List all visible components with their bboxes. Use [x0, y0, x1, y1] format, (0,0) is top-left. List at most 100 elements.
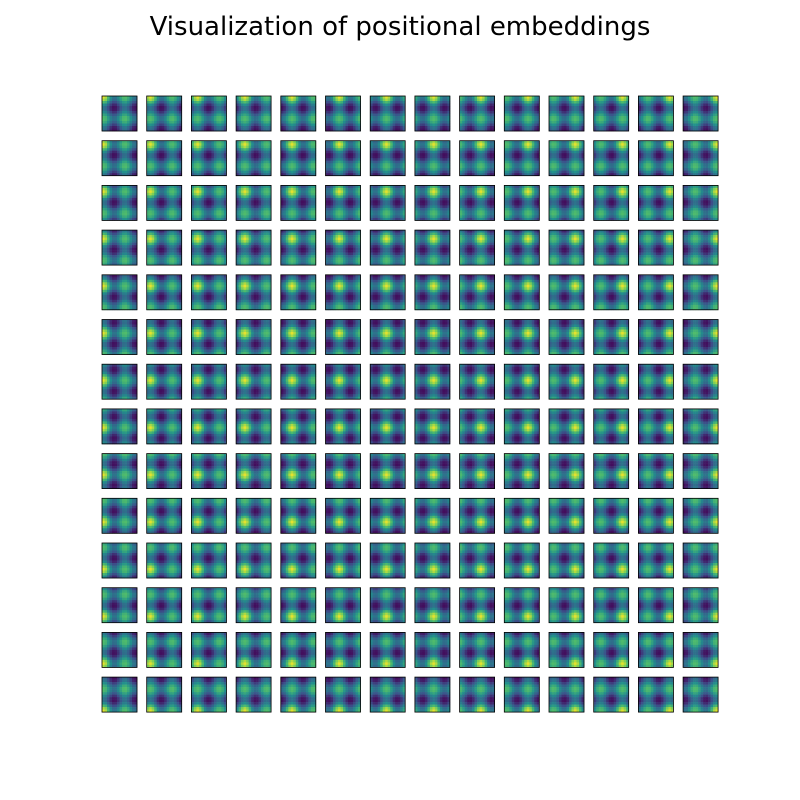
- heatmap-cell-r1-c12: [638, 140, 674, 177]
- heatmap-cell-r9-c5: [325, 497, 361, 534]
- heatmap-cell-r11-c2: [190, 587, 227, 624]
- heatmap-cell-r1-c0: [101, 140, 138, 177]
- heatmap-cell-r10-c13: [682, 542, 719, 579]
- heatmap-cell-r8-c2: [190, 453, 227, 490]
- heatmap-cell-r9-c10: [548, 497, 585, 534]
- heatmap-cell-r5-c7: [414, 319, 451, 355]
- heatmap-cell-r9-c13: [682, 497, 719, 534]
- heatmap-cell-r0-c1: [146, 95, 183, 132]
- heatmap-cell-r4-c10: [548, 274, 585, 311]
- heatmap-cell-r11-c3: [235, 587, 272, 624]
- heatmap-cell-r0-c2: [190, 95, 227, 132]
- heatmap-cell-r13-c4: [280, 676, 317, 713]
- heatmap-cell-r3-c13: [682, 229, 719, 266]
- heatmap-cell-r10-c10: [548, 542, 585, 579]
- heatmap-cell-r12-c6: [369, 632, 406, 668]
- heatmap-cell-r3-c6: [369, 229, 406, 266]
- heatmap-cell-r3-c8: [459, 229, 496, 266]
- heatmap-cell-r5-c10: [548, 319, 585, 355]
- heatmap-cell-r0-c12: [638, 95, 674, 132]
- heatmap-cell-r2-c13: [682, 184, 719, 221]
- heatmap-cell-r8-c13: [682, 453, 719, 490]
- heatmap-cell-r3-c9: [503, 229, 540, 266]
- heatmap-cell-r10-c2: [190, 542, 227, 579]
- heatmap-cell-r12-c5: [325, 632, 361, 668]
- heatmap-cell-r5-c6: [369, 319, 406, 355]
- heatmap-cell-r6-c8: [459, 363, 496, 400]
- heatmap-cell-r8-c9: [503, 453, 540, 490]
- heatmap-cell-r6-c1: [146, 363, 183, 400]
- heatmap-cell-r2-c7: [414, 184, 451, 221]
- heatmap-cell-r0-c0: [101, 95, 138, 132]
- heatmap-cell-r3-c2: [190, 229, 227, 266]
- heatmap-cell-r6-c12: [638, 363, 674, 400]
- heatmap-cell-r9-c1: [146, 497, 183, 534]
- heatmap-cell-r8-c10: [548, 453, 585, 490]
- heatmap-cell-r0-c9: [503, 95, 540, 132]
- heatmap-cell-r11-c0: [101, 587, 138, 624]
- heatmap-cell-r10-c12: [638, 542, 674, 579]
- heatmap-cell-r8-c12: [638, 453, 674, 490]
- heatmap-cell-r3-c12: [638, 229, 674, 266]
- heatmap-cell-r2-c6: [369, 184, 406, 221]
- heatmap-cell-r7-c2: [190, 408, 227, 445]
- heatmap-cell-r7-c0: [101, 408, 138, 445]
- heatmap-cell-r8-c1: [146, 453, 183, 490]
- heatmap-cell-r6-c11: [593, 363, 630, 400]
- heatmap-cell-r11-c11: [593, 587, 630, 624]
- heatmap-cell-r13-c5: [325, 676, 361, 713]
- heatmap-cell-r12-c12: [638, 632, 674, 668]
- heatmap-cell-r11-c9: [503, 587, 540, 624]
- heatmap-cell-r12-c10: [548, 632, 585, 668]
- heatmap-cell-r4-c3: [235, 274, 272, 311]
- heatmap-cell-r0-c5: [325, 95, 361, 132]
- heatmap-cell-r9-c12: [638, 497, 674, 534]
- heatmap-cell-r1-c1: [146, 140, 183, 177]
- heatmap-cell-r11-c12: [638, 587, 674, 624]
- heatmap-cell-r9-c9: [503, 497, 540, 534]
- heatmap-cell-r2-c3: [235, 184, 272, 221]
- heatmap-cell-r2-c8: [459, 184, 496, 221]
- heatmap-cell-r8-c6: [369, 453, 406, 490]
- heatmap-cell-r13-c8: [459, 676, 496, 713]
- heatmap-cell-r5-c0: [101, 319, 138, 355]
- heatmap-cell-r11-c1: [146, 587, 183, 624]
- heatmap-cell-r5-c2: [190, 319, 227, 355]
- heatmap-cell-r10-c6: [369, 542, 406, 579]
- page-title: Visualization of positional embeddings: [0, 12, 800, 42]
- heatmap-cell-r7-c1: [146, 408, 183, 445]
- heatmap-cell-r1-c11: [593, 140, 630, 177]
- heatmap-cell-r11-c5: [325, 587, 361, 624]
- heatmap-cell-r7-c11: [593, 408, 630, 445]
- heatmap-cell-r12-c2: [190, 632, 227, 668]
- heatmap-cell-r4-c6: [369, 274, 406, 311]
- heatmap-cell-r10-c9: [503, 542, 540, 579]
- heatmap-cell-r6-c6: [369, 363, 406, 400]
- heatmap-cell-r8-c5: [325, 453, 361, 490]
- heatmap-cell-r6-c7: [414, 363, 451, 400]
- heatmap-cell-r4-c5: [325, 274, 361, 311]
- heatmap-cell-r8-c4: [280, 453, 317, 490]
- heatmap-cell-r13-c2: [190, 676, 227, 713]
- heatmap-cell-r9-c0: [101, 497, 138, 534]
- heatmap-cell-r11-c13: [682, 587, 719, 624]
- heatmap-cell-r13-c13: [682, 676, 719, 713]
- heatmap-cell-r5-c12: [638, 319, 674, 355]
- heatmap-cell-r2-c9: [503, 184, 540, 221]
- heatmap-cell-r7-c5: [325, 408, 361, 445]
- heatmap-cell-r9-c4: [280, 497, 317, 534]
- heatmap-cell-r2-c2: [190, 184, 227, 221]
- heatmap-cell-r1-c5: [325, 140, 361, 177]
- heatmap-cell-r2-c12: [638, 184, 674, 221]
- heatmap-cell-r10-c4: [280, 542, 317, 579]
- heatmap-cell-r11-c10: [548, 587, 585, 624]
- heatmap-cell-r12-c0: [101, 632, 138, 668]
- heatmap-cell-r0-c6: [369, 95, 406, 132]
- heatmap-cell-r11-c7: [414, 587, 451, 624]
- heatmap-cell-r13-c7: [414, 676, 451, 713]
- heatmap-cell-r4-c12: [638, 274, 674, 311]
- heatmap-cell-r10-c1: [146, 542, 183, 579]
- heatmap-cell-r12-c1: [146, 632, 183, 668]
- heatmap-cell-r1-c4: [280, 140, 317, 177]
- heatmap-cell-r12-c9: [503, 632, 540, 668]
